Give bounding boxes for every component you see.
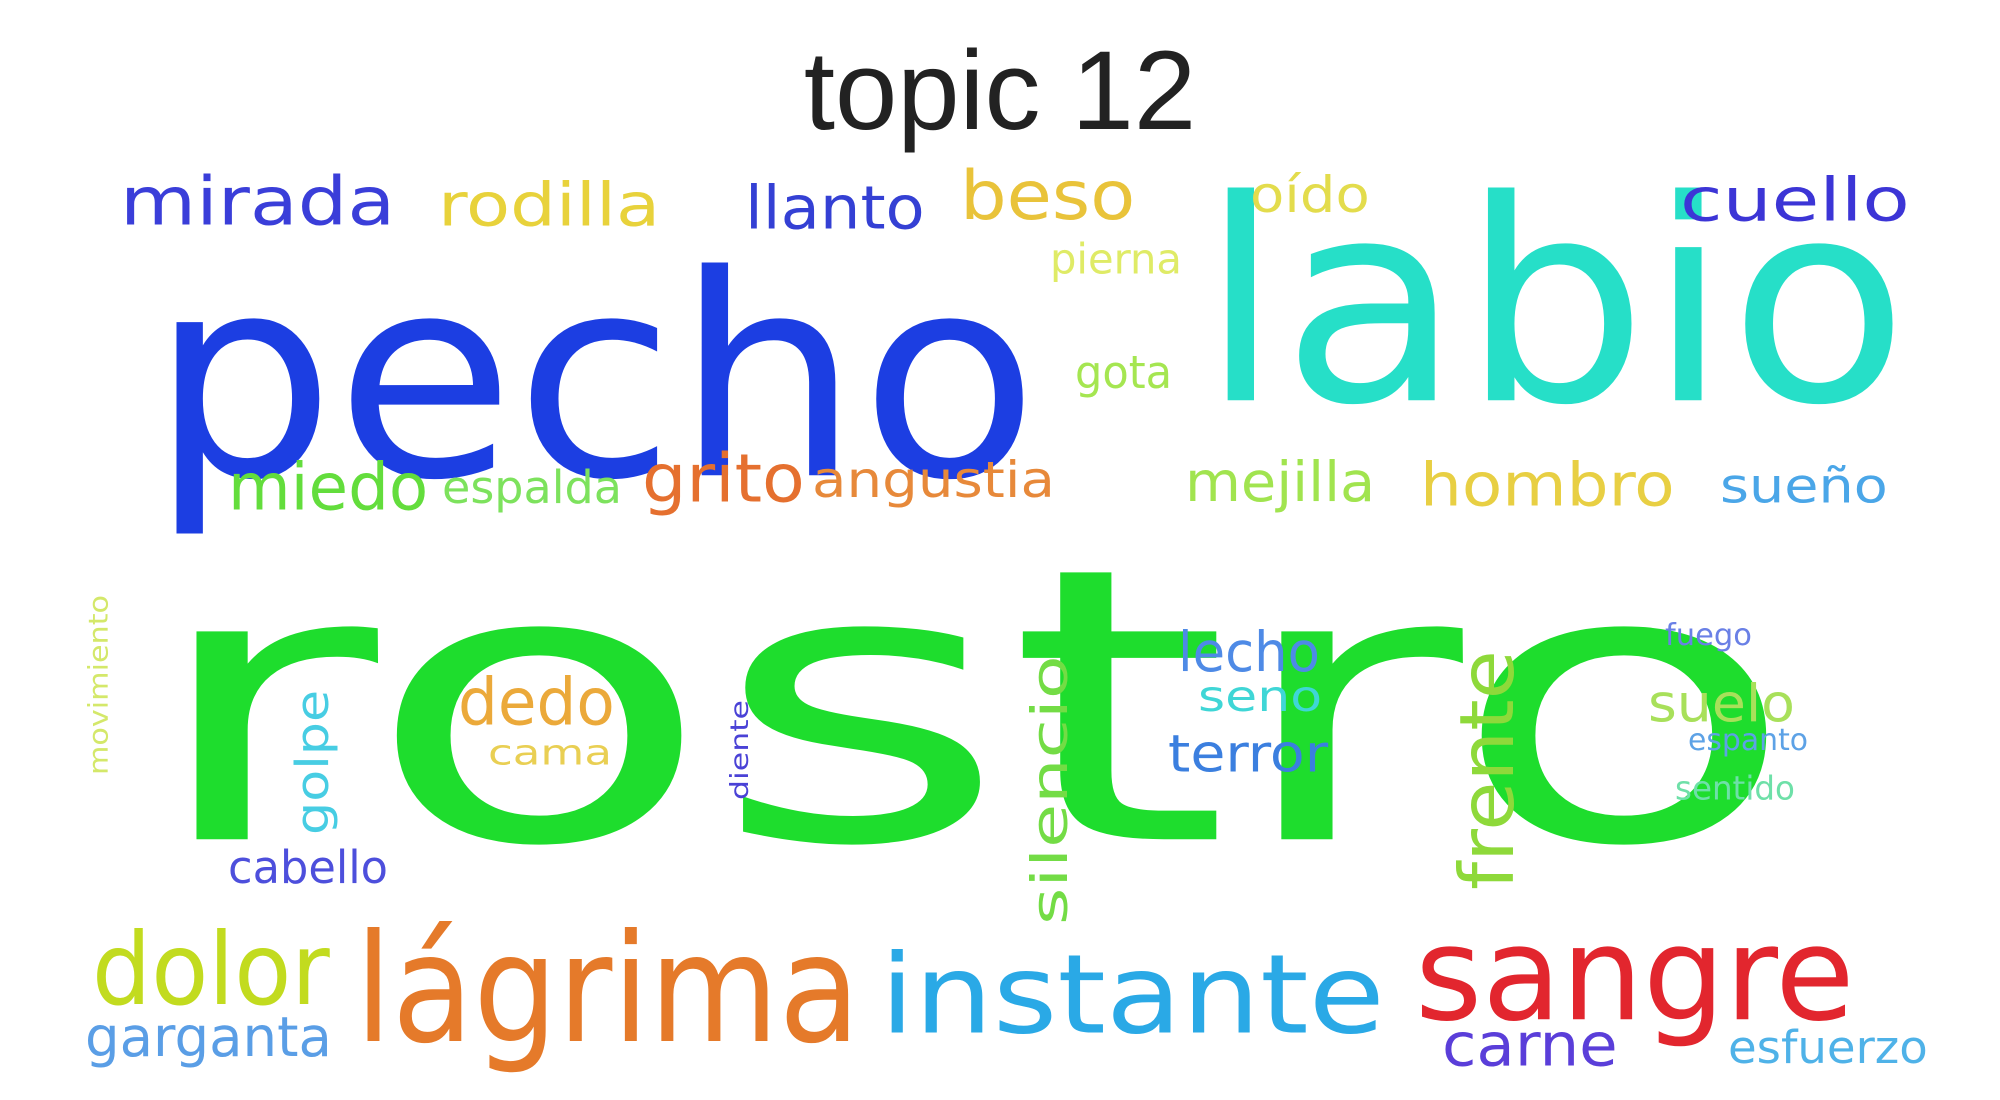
word-mirada: mirada [120,161,396,241]
word-espalda: espalda [442,460,622,514]
word-garganta: garganta [85,1005,332,1070]
word-golpe: golpe [285,689,339,835]
word-lecho: lecho [1178,620,1320,685]
word-labio: labio [1200,139,1909,468]
word-rodilla: rodilla [438,169,661,240]
word-sangre: sangre [1415,898,1855,1051]
word-grito: grito [642,438,805,518]
word-angustia: angustia [812,450,1055,509]
word-pecho: pecho [150,214,1039,543]
word-cama: cama [488,731,612,773]
word-oído: oído [1250,165,1370,224]
word-silencio: silencio [1020,655,1080,925]
word-instante: instante [880,930,1385,1059]
word-esfuerzo: esfuerzo [1728,1020,1928,1074]
word-mejilla: mejilla [1185,450,1376,515]
word-cabello: cabello [228,840,389,894]
word-seno: seno [1198,671,1323,722]
word-diente: diente [724,700,754,800]
word-dedo: dedo [458,664,615,741]
word-terror: terror [1168,723,1329,785]
word-llanto: llanto [745,172,925,243]
word-carne: carne [1442,1009,1618,1080]
word-movimiento: movimiento [82,594,115,775]
word-fuego: fuego [1665,617,1752,653]
word-lágrima: lágrima [355,901,861,1077]
word-miedo: miedo [228,449,429,526]
word-suelo: suelo [1648,673,1795,735]
word-espanto: espanto [1688,722,1809,758]
word-gota: gota [1075,345,1173,399]
word-beso: beso [960,155,1136,236]
word-cuello: cuello [1680,164,1910,235]
word-dolor: dolor [92,911,330,1028]
word-rostro: rostro [145,485,1798,931]
word-sueño: sueño [1720,457,1888,514]
word-pierna: pierna [1050,234,1182,284]
word-frente: frente [1443,650,1531,890]
word-hombro: hombro [1420,449,1675,520]
word-sentido: sentido [1675,769,1795,808]
chart-title: topic 12 [803,28,1197,153]
